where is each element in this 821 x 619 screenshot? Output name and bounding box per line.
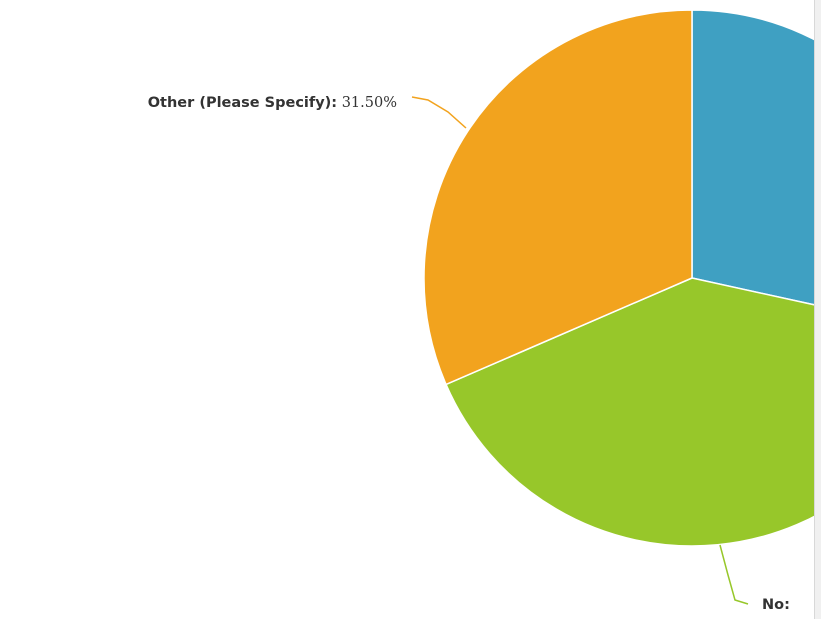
slice-label-name: Other (Please Specify):	[148, 95, 337, 111]
slice-label-value: 31.50%	[337, 95, 397, 111]
pie-slice-other-please-specify[interactable]	[423, 9, 693, 386]
pie-slice-slice-1[interactable]	[691, 9, 821, 335]
pie-labels: No: Other (Please Specify): 31.50%	[148, 95, 790, 613]
pie-slice-no[interactable]	[445, 277, 821, 547]
slice-label-name: No:	[762, 597, 790, 613]
slice-label-other-please-specify: Other (Please Specify): 31.50%	[148, 95, 397, 111]
pie-leader-lines	[411, 96, 749, 605]
slice-label-no: No:	[762, 597, 790, 613]
viewport-edge	[814, 0, 821, 619]
pie-slices	[423, 9, 821, 547]
leader-line-other-please-specify	[411, 96, 467, 129]
leader-line-no	[719, 544, 749, 605]
